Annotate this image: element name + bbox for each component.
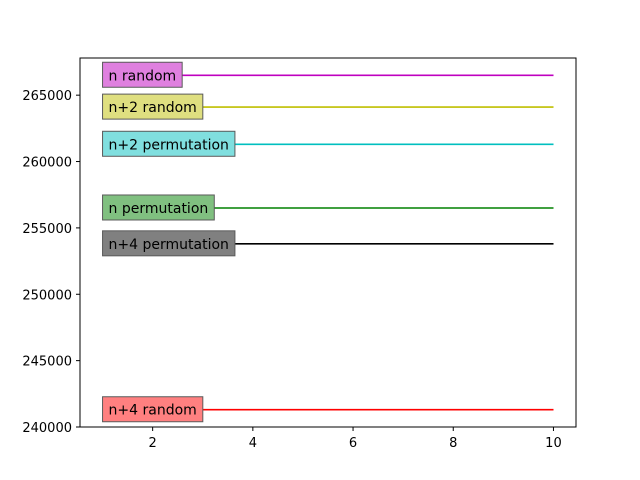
- plot-frame: [79, 57, 577, 428]
- axes: 2 4 6 8 10 240000 245000 250000 255000 260000 2650…: [22, 89, 561, 451]
- y-tick-label: 260000: [22, 156, 72, 171]
- series-label-box: [102, 396, 204, 423]
- x-tick-label: 2: [149, 436, 157, 451]
- series-label: n+2 random: [109, 100, 197, 116]
- y-tick-label: 255000: [22, 222, 72, 237]
- y-tick-label: 250000: [22, 288, 72, 303]
- series-label: n random: [109, 68, 177, 84]
- y-tick-label: 265000: [22, 89, 72, 104]
- x-tick-label: 10: [545, 436, 562, 451]
- series-label: n+4 permutation: [109, 237, 229, 253]
- series-label-box: [102, 93, 204, 120]
- x-tick-label: 6: [349, 436, 357, 451]
- series-label-box: [102, 194, 215, 221]
- y-tick-label: 245000: [22, 355, 72, 370]
- series-label: n+4 random: [109, 403, 197, 419]
- y-tick-label: 240000: [22, 421, 72, 436]
- series-labels: n random n+2 random n+2 permutation n permu…: [102, 61, 236, 423]
- x-tick-label: 8: [449, 436, 457, 451]
- series-label-box: [102, 230, 236, 257]
- series-label-box: [102, 61, 183, 88]
- x-tick-label: 4: [249, 436, 257, 451]
- series-label-box: [102, 130, 236, 157]
- series-label: n permutation: [109, 201, 209, 217]
- series-label: n+2 permutation: [109, 137, 229, 153]
